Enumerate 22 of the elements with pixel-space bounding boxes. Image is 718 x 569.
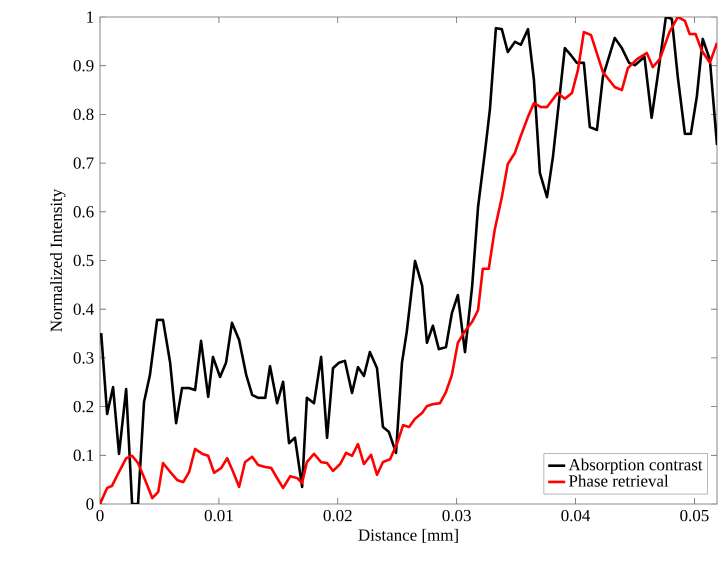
legend-label: Phase retrieval — [568, 474, 668, 487]
x-tick-label: 0 — [96, 510, 104, 522]
y-tick-label: 1 — [87, 11, 94, 23]
line-series — [100, 16, 718, 504]
x-tick-label: 0.03 — [442, 510, 471, 522]
legend-label: Absorption contrast — [568, 458, 702, 474]
y-tick-label: 0.7 — [74, 157, 94, 169]
y-axis-title: Normalized Intensity — [50, 188, 66, 332]
y-tick-label: 0.2 — [74, 400, 94, 412]
y-tick-label: 0.9 — [74, 60, 94, 72]
y-tick-label: 0.1 — [74, 450, 94, 462]
y-tick-label: 0.5 — [74, 254, 94, 266]
x-tick-label: 0.02 — [324, 510, 352, 522]
y-tick-label: 0.3 — [74, 352, 94, 364]
y-tick-label: 0.6 — [74, 206, 94, 218]
y-tick-label: 0 — [86, 498, 94, 510]
x-axis-title: Distance [mm] — [358, 528, 458, 543]
x-tick-label: 0.04 — [561, 510, 590, 522]
x-tick-label: 0.05 — [680, 510, 709, 522]
y-tick-label: 0.4 — [74, 303, 94, 315]
x-tick-label: 0.01 — [204, 510, 233, 522]
y-tick-label: 0.8 — [74, 108, 94, 120]
